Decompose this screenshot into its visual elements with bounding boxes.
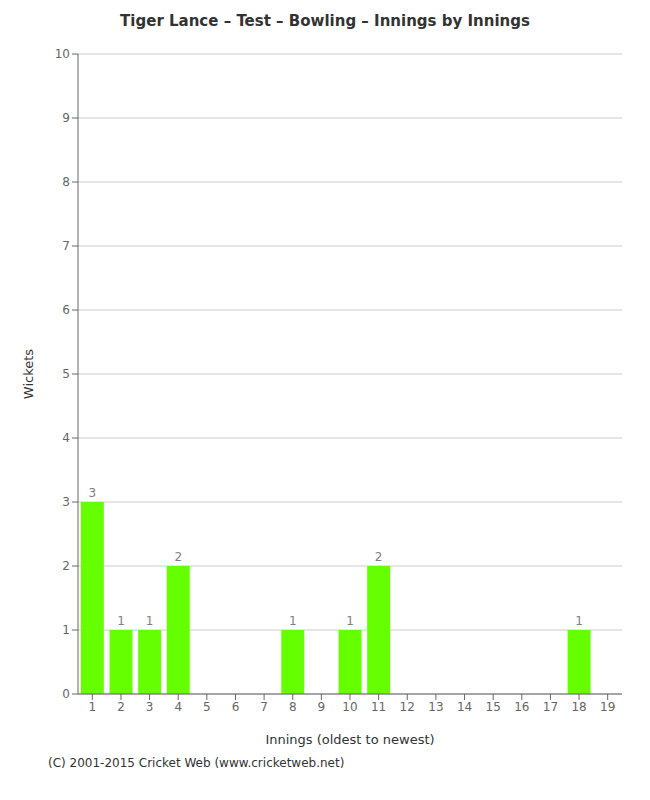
svg-text:0: 0 (62, 687, 70, 701)
html-text:Tiger Lance – Test – Bowling –: Tiger Lance – Test – Bowling – Innings b… (120, 12, 530, 30)
svg-text:1: 1 (62, 623, 70, 637)
svg-text:2: 2 (117, 700, 125, 714)
svg-text:10: 10 (342, 700, 357, 714)
svg-text:7: 7 (62, 239, 70, 253)
svg-text:13: 13 (428, 700, 443, 714)
svg-text:1: 1 (146, 614, 154, 628)
svg-text:4: 4 (174, 700, 182, 714)
svg-text:5: 5 (203, 700, 211, 714)
svg-text:12: 12 (400, 700, 415, 714)
svg-text:6: 6 (232, 700, 240, 714)
html-text:(C) 2001-2015 Cricket Web (www: (C) 2001-2015 Cricket Web (www.cricketwe… (48, 756, 345, 770)
svg-text:17: 17 (543, 700, 558, 714)
svg-text:2: 2 (62, 559, 70, 573)
svg-text:11: 11 (371, 700, 386, 714)
svg-text:15: 15 (486, 700, 501, 714)
svg-text:1: 1 (117, 614, 125, 628)
svg-text:8: 8 (289, 700, 297, 714)
svg-text:9: 9 (318, 700, 326, 714)
svg-text:16: 16 (514, 700, 529, 714)
svg-text:8: 8 (62, 175, 70, 189)
svg-text:3: 3 (89, 486, 97, 500)
svg-text:2: 2 (375, 550, 383, 564)
svg-text:9: 9 (62, 111, 70, 125)
svg-text:3: 3 (146, 700, 154, 714)
svg-text:4: 4 (62, 431, 70, 445)
svg-text:19: 19 (600, 700, 615, 714)
svg-text:1: 1 (575, 614, 583, 628)
svg-text:1: 1 (346, 614, 354, 628)
svg-text:3: 3 (62, 495, 70, 509)
svg-text:10: 10 (55, 47, 70, 61)
svg-text:1: 1 (88, 700, 96, 714)
svg-text:14: 14 (457, 700, 472, 714)
svg-text:Wickets: Wickets (21, 349, 36, 399)
svg-text:1: 1 (289, 614, 297, 628)
svg-text:18: 18 (571, 700, 586, 714)
svg-text:6: 6 (62, 303, 70, 317)
svg-text:Innings (oldest to newest): Innings (oldest to newest) (265, 732, 434, 747)
svg-text:5: 5 (62, 367, 70, 381)
svg-text:2: 2 (174, 550, 182, 564)
svg-text:7: 7 (260, 700, 268, 714)
